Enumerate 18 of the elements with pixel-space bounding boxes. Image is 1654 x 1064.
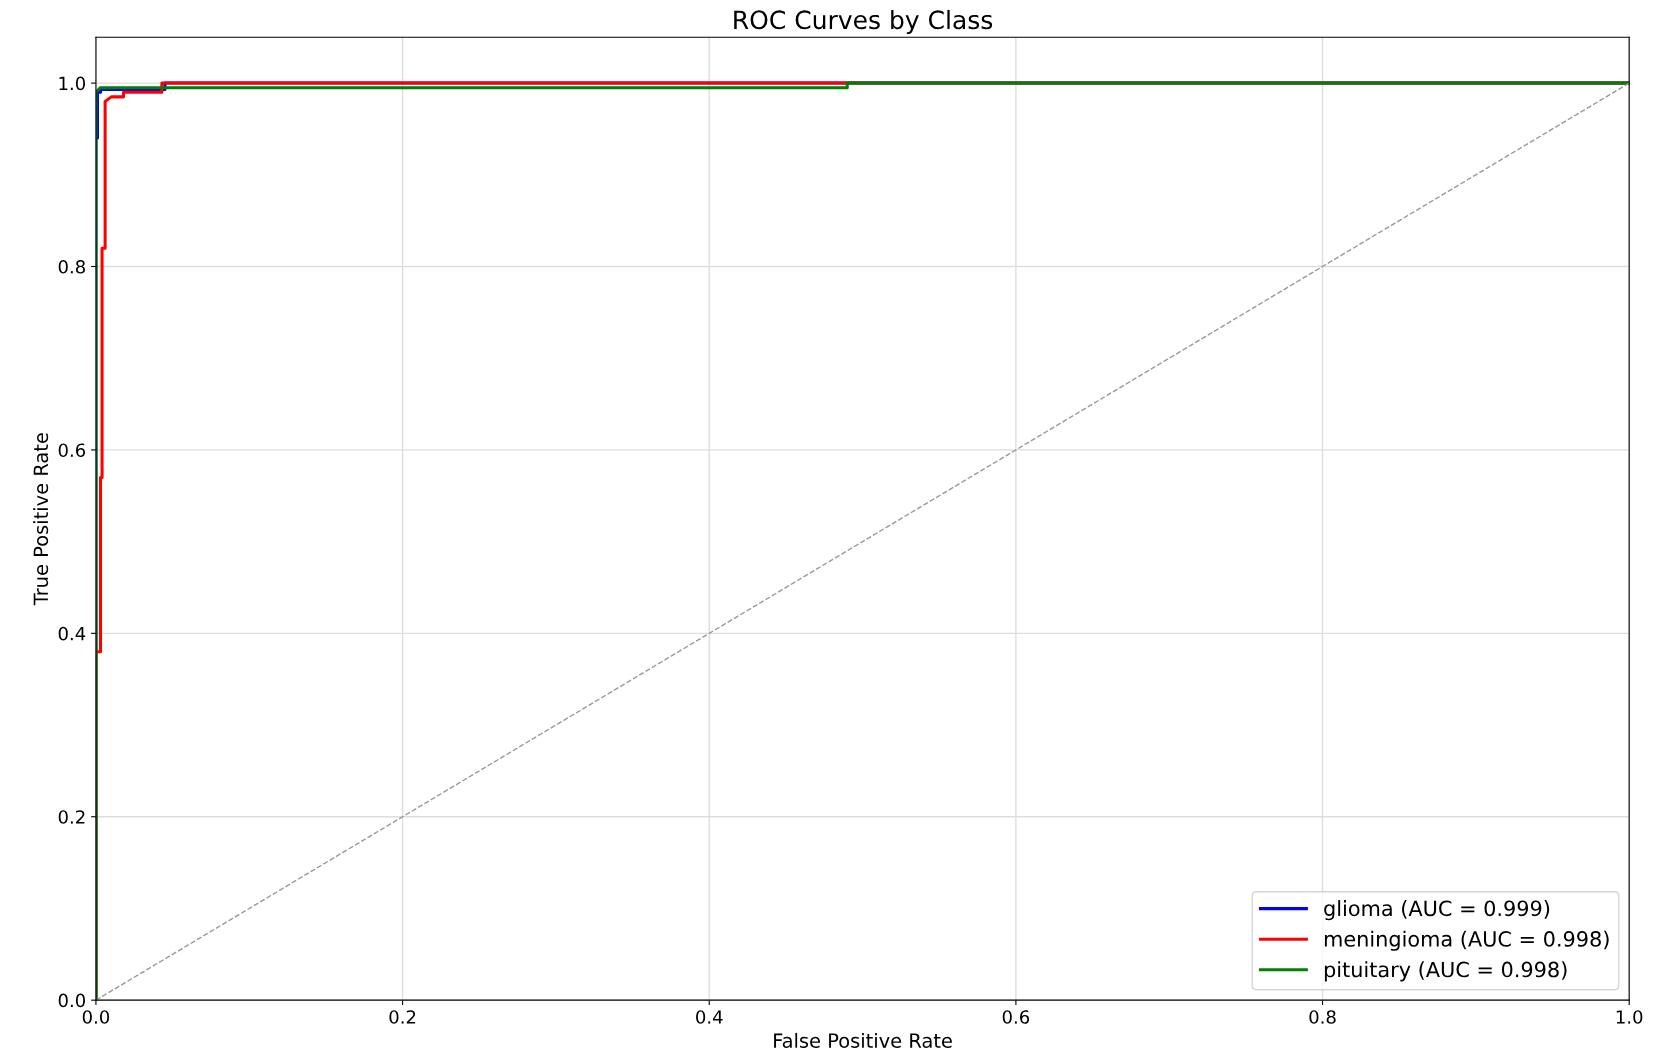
x-tick-label: 0.6: [1002, 1010, 1030, 1024]
x-tick-label: 0.4: [696, 1010, 723, 1024]
x-axis-title: False Positive Rate: [774, 1032, 952, 1048]
x-tick-label: 0.2: [389, 1010, 416, 1024]
y-tick-label: 0.0: [58, 993, 86, 1008]
chart-title: ROC Curves by Class: [734, 9, 993, 35]
x-tick-label: 0.8: [1309, 1010, 1336, 1024]
legend-label: pituitary (AUC = 0.998): [1324, 961, 1567, 982]
legend-label: meningioma (AUC = 0.998): [1324, 930, 1609, 951]
y-tick-label: 0.8: [58, 259, 85, 274]
x-tick-label: 1.0: [1616, 1010, 1643, 1024]
y-tick-label: 1.0: [59, 76, 86, 91]
y-tick-label: 0.4: [58, 626, 86, 641]
y-tick-label: 0.2: [58, 810, 85, 824]
x-tick-label: 0.0: [82, 1010, 110, 1024]
y-tick-label: 0.6: [58, 443, 86, 458]
legend-label: glioma (AUC = 0.999): [1324, 900, 1550, 921]
y-axis-title: True Positive Rate: [33, 433, 49, 606]
